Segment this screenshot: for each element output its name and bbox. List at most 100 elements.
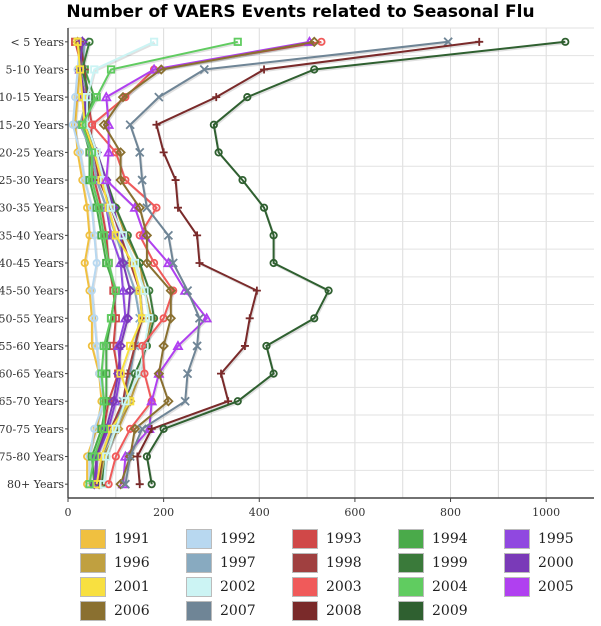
data-point	[78, 93, 87, 102]
data-point	[92, 93, 101, 102]
legend-swatch	[398, 553, 424, 573]
data-point	[140, 369, 149, 378]
data-point	[162, 257, 174, 268]
legend-item: 2009	[398, 600, 468, 622]
data-point	[104, 480, 113, 489]
legend-item: 1998	[292, 552, 362, 574]
y-tick-label: 20-25 Years	[0, 146, 64, 159]
legend-item: 2005	[504, 576, 574, 598]
data-point	[269, 231, 278, 240]
data-point	[153, 368, 165, 379]
series-shadow	[72, 43, 106, 486]
data-point	[99, 397, 108, 406]
data-point	[117, 257, 129, 269]
data-point	[125, 120, 135, 130]
data-point	[159, 148, 168, 157]
data-point	[121, 397, 130, 406]
data-point	[85, 231, 94, 240]
legend-item: 2001	[80, 576, 150, 598]
data-point	[130, 258, 140, 268]
legend-item: 2007	[186, 600, 256, 622]
y-tick-label: 30-35 Years	[0, 202, 64, 215]
legend-swatch	[398, 529, 424, 549]
legend-label: 1999	[432, 555, 468, 571]
legend-swatch	[292, 553, 318, 573]
data-point	[102, 452, 111, 461]
y-tick-label: 75-80 Years	[0, 451, 64, 464]
data-point	[130, 341, 139, 350]
legend-item: 1997	[186, 552, 256, 574]
data-point	[171, 176, 180, 185]
legend-swatch	[504, 529, 530, 549]
data-point	[68, 120, 77, 129]
legend-swatch	[398, 577, 424, 597]
data-point	[140, 286, 149, 295]
data-point	[149, 37, 159, 46]
data-point	[240, 341, 249, 350]
legend-label: 1998	[326, 555, 362, 571]
legend-swatch	[186, 577, 212, 597]
data-point	[94, 203, 104, 212]
data-point	[83, 203, 92, 212]
data-point	[124, 285, 136, 296]
data-point	[97, 369, 106, 378]
data-point	[233, 397, 242, 406]
data-point	[141, 257, 153, 269]
data-point	[126, 341, 135, 351]
data-point	[129, 423, 141, 435]
data-point	[238, 175, 247, 185]
legend-item: 2003	[292, 576, 362, 598]
data-point	[115, 147, 126, 158]
data-point	[310, 314, 319, 323]
data-point	[308, 36, 320, 48]
legend-item: 1995	[504, 528, 574, 550]
data-point	[172, 340, 184, 351]
data-point	[147, 424, 156, 433]
data-point	[135, 369, 144, 378]
y-tick-label: 35-40 Years	[0, 229, 64, 242]
legend-item: 1994	[398, 528, 468, 550]
data-point	[90, 452, 99, 461]
data-point	[78, 120, 87, 129]
data-point	[106, 65, 116, 74]
series-2008	[133, 37, 484, 489]
data-point	[87, 148, 97, 157]
y-tick-label: 45-50 Years	[0, 285, 64, 298]
data-point	[80, 258, 89, 268]
data-point	[142, 452, 151, 461]
y-tick-label: 80+ Years	[7, 478, 64, 491]
data-point	[100, 174, 112, 185]
data-point	[135, 147, 145, 158]
chart-title: Number of VAERS Events related to Season…	[66, 2, 535, 22]
series-2009	[142, 37, 570, 489]
legend-label: 2003	[326, 579, 362, 595]
data-point	[126, 397, 135, 406]
data-point	[115, 340, 126, 352]
y-tick-label: 55-60 Years	[0, 340, 64, 353]
legend-item: 1999	[398, 552, 468, 574]
legend-swatch	[80, 529, 106, 549]
data-point	[165, 285, 177, 296]
legend-label: 2000	[538, 555, 574, 571]
legend-item: 2008	[292, 600, 362, 622]
data-point	[108, 395, 119, 407]
legend-swatch	[504, 577, 530, 597]
x-tick-label: 600	[344, 506, 365, 519]
data-point	[148, 63, 160, 74]
x-tick-label: 400	[249, 506, 270, 519]
y-tick-label: 15-20 Years	[0, 119, 64, 132]
data-point	[87, 175, 97, 185]
data-point	[99, 341, 108, 351]
data-point	[173, 203, 182, 212]
legend-swatch	[292, 601, 318, 621]
data-point	[83, 93, 92, 102]
data-point	[123, 369, 132, 378]
legend-item: 2006	[80, 600, 150, 622]
data-point	[87, 286, 97, 295]
data-point	[135, 480, 144, 489]
legend-label: 2008	[326, 603, 362, 619]
data-point	[111, 314, 120, 323]
series-2007	[120, 37, 453, 489]
legend-item: 1992	[186, 528, 256, 550]
data-point	[98, 119, 110, 131]
